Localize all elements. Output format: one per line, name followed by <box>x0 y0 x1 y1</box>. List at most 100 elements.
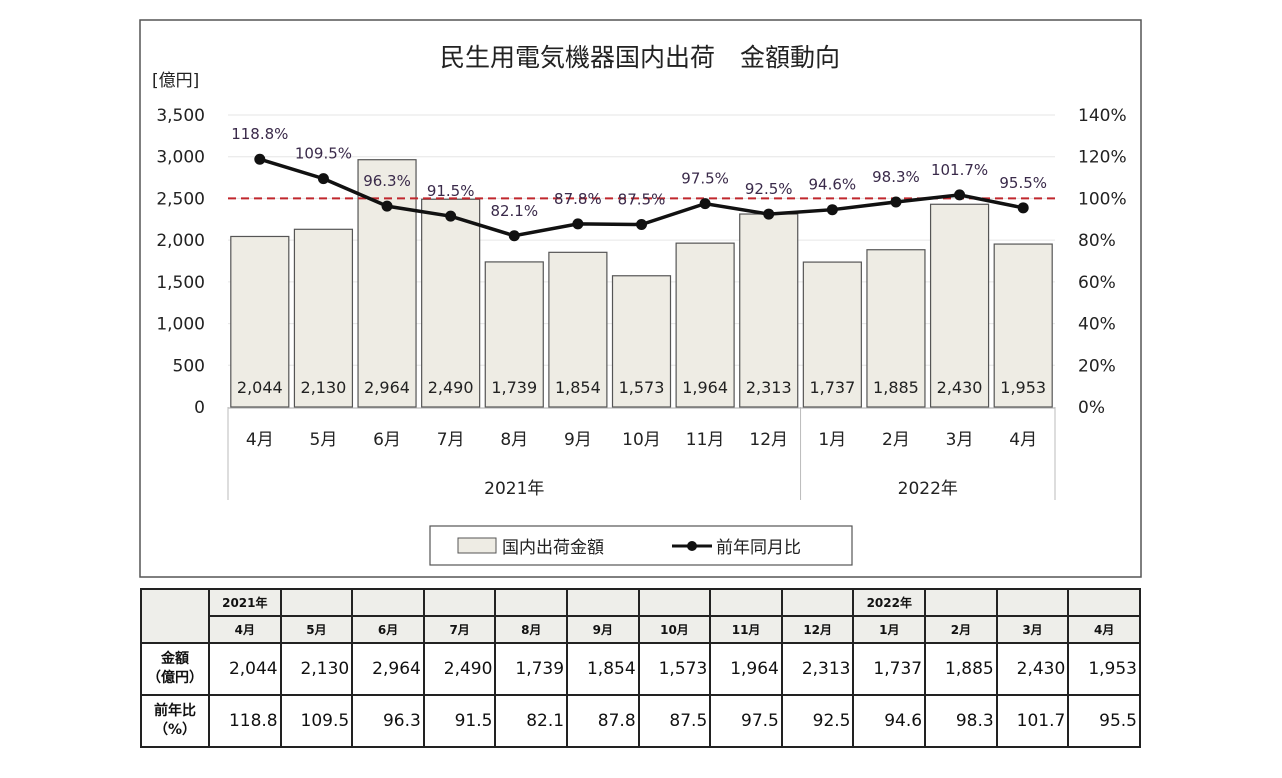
table-ratio-cell: 96.3 <box>351 694 425 748</box>
row-header-amount: 金額 （億円） <box>140 642 210 696</box>
bar-value-label: 1,854 <box>555 378 601 397</box>
table-amount-cell: 2,490 <box>422 642 497 696</box>
bar-value-label: 2,430 <box>937 378 983 397</box>
table-ratio-cell: 101.7 <box>995 694 1070 748</box>
x-tick-label: 5月 <box>310 430 338 450</box>
ratio-label: 97.5% <box>681 170 729 188</box>
x-tick-label: 11月 <box>686 430 725 450</box>
x-tick-label: 9月 <box>564 430 592 450</box>
ratio-label: 94.6% <box>809 176 857 194</box>
ratio-label: 96.3% <box>363 172 411 190</box>
table-year-cell <box>637 588 712 617</box>
bar-value-label: 1,573 <box>619 378 665 397</box>
y-tick-label: 1,000 <box>156 315 205 335</box>
ratio-point <box>381 200 393 212</box>
bar-value-label: 2,130 <box>301 378 347 397</box>
data-table: 2021年 2022年 4月 5月 6月 7月 8月 9月 10月 11月 12月 1月 2月 3月 4月… <box>140 588 1141 748</box>
table-month-header: 4月 <box>208 615 282 644</box>
x-tick-label: 2月 <box>882 430 910 450</box>
bar-value-label: 2,044 <box>237 378 283 397</box>
ratio-point <box>826 204 838 216</box>
bar <box>611 275 672 408</box>
bar <box>675 242 735 408</box>
bar <box>802 261 862 408</box>
bar-value-label: 2,313 <box>746 378 792 397</box>
ratio-label: 98.3% <box>872 168 920 186</box>
y2-tick-label: 0% <box>1078 398 1105 418</box>
bar <box>866 249 926 408</box>
table-month-header: 5月 <box>279 615 354 644</box>
table-amount-cell: 2,044 <box>208 642 282 696</box>
table-ratio-cell: 97.5 <box>709 694 783 748</box>
table-ratio-cell: 91.5 <box>422 694 497 748</box>
table-year-cell <box>279 588 354 617</box>
chart-title: 民生用電気機器国内出荷 金額動向 <box>440 43 840 72</box>
bar-value-label: 1,953 <box>1000 378 1046 397</box>
ratio-label: 92.5% <box>745 180 793 198</box>
table-ratio-cell: 92.5 <box>780 694 855 748</box>
ratio-point <box>954 189 966 201</box>
bar <box>993 243 1053 408</box>
y2-tick-label: 80% <box>1078 231 1116 251</box>
table-amount-cell: 1,854 <box>566 642 640 696</box>
table-month-header: 9月 <box>566 615 640 644</box>
y2-tick-label: 140% <box>1078 106 1127 126</box>
table-year-cell <box>566 588 640 617</box>
ratio-point <box>254 153 266 165</box>
bar-value-label: 1,737 <box>809 378 855 397</box>
x-tick-label: 4月 <box>246 430 274 450</box>
x-tick-label: 1月 <box>818 430 846 450</box>
table-ratio-cell: 95.5 <box>1067 694 1141 748</box>
ratio-point <box>317 173 329 185</box>
ratio-label: 91.5% <box>427 182 475 200</box>
ratio-point <box>699 198 711 210</box>
ratio-label: 118.8% <box>231 125 288 143</box>
table-year-cell <box>995 588 1070 617</box>
year-group-label: 2022年 <box>898 479 958 499</box>
y-tick-label: 0 <box>194 398 205 418</box>
table-corner <box>140 588 210 644</box>
legend: 国内出荷金額 前年同月比 <box>429 525 853 566</box>
bar-value-label: 2,964 <box>364 378 410 397</box>
y-tick-label: 2,500 <box>156 189 205 209</box>
table-year-cell <box>1067 588 1141 617</box>
bar <box>421 198 481 408</box>
y-tick-label: 1,500 <box>156 273 205 293</box>
ratio-point <box>445 210 457 222</box>
table-year-cell <box>709 588 783 617</box>
x-tick-label: 8月 <box>500 430 528 450</box>
ratio-point <box>636 219 647 230</box>
table-year-cell <box>351 588 425 617</box>
table-year-cell: 2022年 <box>852 588 927 617</box>
table-ratio-cell: 118.8 <box>208 694 282 748</box>
y-tick-label: 2,000 <box>156 231 205 251</box>
table-year-cell <box>780 588 855 617</box>
x-tick-label: 12月 <box>749 430 788 450</box>
table-year-cell: 2021年 <box>208 588 282 617</box>
x-tick-label: 4月 <box>1009 430 1037 450</box>
table-amount-cell: 2,430 <box>995 642 1070 696</box>
table-ratio-cell: 94.6 <box>852 694 927 748</box>
table-month-header: 12月 <box>780 615 855 644</box>
bar-value-label: 1,964 <box>682 378 728 397</box>
table-month-header: 7月 <box>422 615 497 644</box>
ratio-point <box>890 196 902 208</box>
y2-tick-label: 120% <box>1078 148 1127 168</box>
legend-swatch-bar <box>457 537 497 554</box>
bar-value-label: 1,739 <box>491 378 537 397</box>
ratio-label: 87.5% <box>618 191 666 209</box>
x-tick-label: 3月 <box>946 430 974 450</box>
table-amount-cell: 2,130 <box>279 642 354 696</box>
table-month-header: 11月 <box>709 615 783 644</box>
x-tick-label: 10月 <box>622 430 661 450</box>
table-ratio-cell: 87.8 <box>566 694 640 748</box>
x-tick-label: 6月 <box>373 430 401 450</box>
ratio-label: 101.7% <box>931 161 988 179</box>
chart: 民生用電気機器国内出荷 金額動向 [億円] 2,044 2,130 2,964 2,4… <box>139 19 1142 578</box>
bar <box>929 203 990 408</box>
table-amount-cell: 2,964 <box>351 642 425 696</box>
y2-tick-label: 100% <box>1078 189 1127 209</box>
table-month-header: 1月 <box>852 615 927 644</box>
y-tick-label: 500 <box>173 356 205 376</box>
table-ratio-cell: 98.3 <box>924 694 998 748</box>
